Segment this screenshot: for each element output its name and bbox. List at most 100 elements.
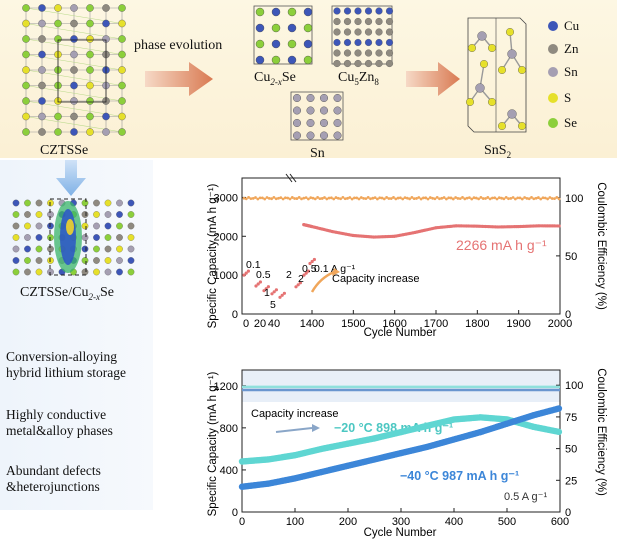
sns2-atom [498, 121, 507, 130]
c1-ce-point [546, 197, 549, 201]
cu5zn8-atom [375, 28, 383, 36]
sn-atom [292, 106, 301, 115]
czts-atom [102, 128, 110, 136]
hetero-atom [35, 222, 43, 230]
czts-atom [38, 81, 46, 90]
cu5zn8-structure-image [331, 5, 394, 68]
cu5zn8-atom [375, 7, 383, 15]
c1-rate-point [274, 288, 278, 292]
hetero-atom [93, 234, 100, 241]
c1-ce-point [254, 196, 257, 199]
czts-atom [118, 19, 126, 28]
c2-xtick-label: 600 [551, 516, 569, 528]
c1-rate-point [298, 281, 302, 285]
c1-increase-arrow [310, 270, 335, 293]
czts-atom [22, 128, 30, 136]
c1-ce-point [518, 196, 522, 200]
c1-ce-point [376, 197, 379, 201]
c1-ce-point [348, 196, 352, 199]
c1-ce-point [539, 197, 543, 201]
legend-s: S [548, 90, 571, 106]
hetero-atom [104, 245, 112, 253]
cu2xse-atom [255, 39, 265, 49]
c1-rate-point [306, 269, 310, 273]
c1-rate-label: 2 [298, 273, 304, 285]
c1-axis-break [285, 173, 293, 183]
c1-ce-point [300, 197, 303, 201]
sns2-atom [467, 44, 476, 53]
c1-ce-point [419, 197, 423, 201]
hetero-atom [93, 211, 100, 218]
hetero-atom [93, 222, 100, 230]
c2-ytick-label: 0 [232, 507, 238, 519]
czts-atom [118, 35, 126, 43]
c1-ce-point [272, 196, 276, 199]
czts-atom [22, 97, 30, 105]
c2-increase-arrow [275, 427, 313, 433]
c1-ce-point [426, 197, 430, 201]
sn-atom [320, 93, 329, 102]
hetero-atom [24, 199, 31, 207]
cu5zn8-atom [354, 49, 362, 57]
c1-ce-point [364, 197, 368, 201]
c1-ce-point [412, 197, 416, 201]
c1-ce-point [403, 196, 407, 200]
c1-arrow-head [332, 268, 340, 276]
sns2-atom [480, 60, 489, 69]
c1-rate-point [264, 287, 268, 291]
c1-ce-point [378, 196, 382, 200]
cu5zn8-atom [385, 17, 394, 26]
c1-ce-point [350, 197, 354, 201]
czts-atom [70, 128, 78, 136]
hetero-atom [116, 211, 123, 218]
czts-atom [54, 19, 62, 28]
sn-atom [333, 119, 342, 128]
czts-atom [118, 4, 126, 12]
cu2xse-atom [255, 55, 265, 65]
c2-y2tick-label: 0 [565, 507, 571, 519]
sn-atom [320, 131, 329, 140]
c1-ce-point [293, 197, 296, 200]
c1-ce-point [242, 196, 246, 200]
sn-atom [292, 131, 301, 140]
hetero-atom [12, 211, 20, 218]
c1-ce-point [323, 196, 326, 199]
czts-atom [118, 112, 126, 121]
se-atom-icon [548, 118, 558, 128]
c1-ce-point [392, 196, 395, 199]
c1-ce-point [334, 196, 338, 199]
cu5zn8-atom [333, 38, 341, 47]
c1-ce-point [548, 196, 552, 199]
hetero-atom [93, 268, 100, 276]
c1-ce-point [389, 197, 393, 200]
cu2xse-atom [287, 23, 297, 33]
c1-y2tick-label: 50 [565, 251, 577, 263]
hetero-atom [24, 222, 31, 230]
sn-label: Sn [310, 146, 325, 161]
czts-atom [86, 128, 94, 136]
hetero-atom [24, 257, 31, 264]
c1-ce-point [387, 197, 391, 200]
c1-ce-point [431, 196, 434, 200]
c2-xtick-label: 0 [239, 516, 245, 528]
czts-atom [70, 66, 78, 74]
c1-ce-point [355, 196, 359, 200]
c1-ytick-label: 0 [232, 309, 238, 321]
c1-ytick-label: 2000 [214, 231, 238, 243]
c1-ce-point [371, 196, 375, 200]
czts-atom [22, 81, 30, 90]
sn-structure-image [290, 91, 344, 141]
hetero-atom [116, 268, 123, 276]
cu5zn8-atom [333, 59, 341, 68]
hetero-atom [12, 245, 20, 253]
c1-ce-point [472, 196, 476, 200]
c1-ce-point [479, 196, 483, 199]
c1-ce-point [516, 196, 520, 200]
c1-ce-point [396, 196, 400, 200]
c1-ce-point [442, 196, 446, 199]
cu5zn8-atom [333, 28, 341, 36]
cu2xse-atom [303, 55, 313, 65]
c1-ce-point [488, 197, 492, 201]
cu5zn8-atom [343, 17, 352, 26]
c1-ce-point [320, 197, 324, 200]
